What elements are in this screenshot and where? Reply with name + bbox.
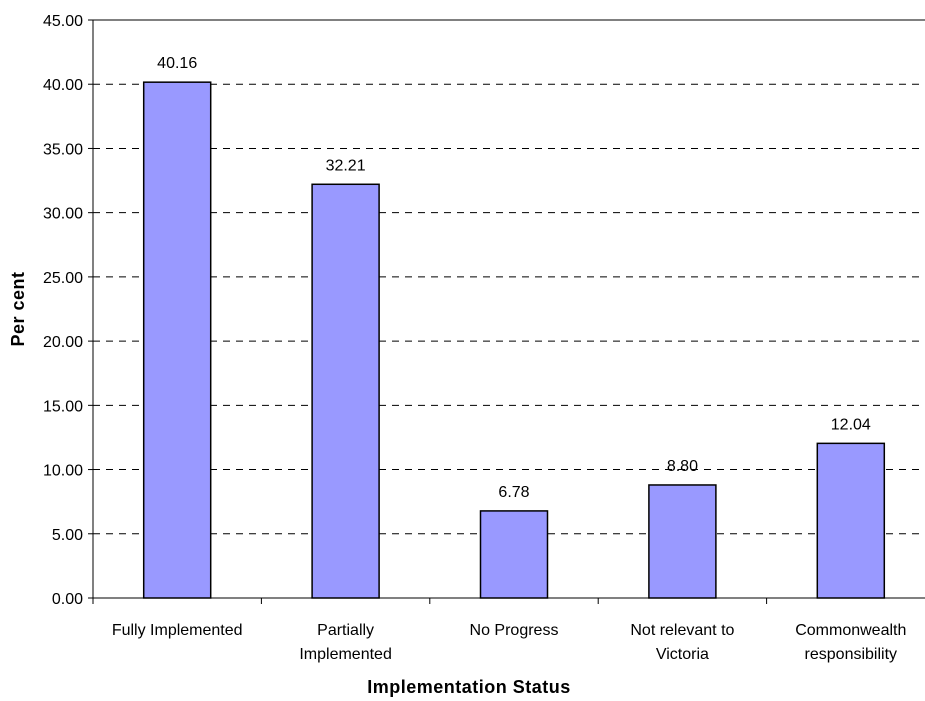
x-category-label: Implemented [299,646,392,663]
bar [816,442,886,599]
y-tick-label: 20.00 [43,334,83,351]
x-category-labels: Fully Implemented Partially Implemented No … [112,622,907,663]
x-category-label: Fully Implemented [112,622,243,639]
x-category-label: Commonwealth [795,622,906,639]
y-tick-label: 0.00 [52,591,83,608]
y-tick-label: 15.00 [43,398,83,415]
y-axis-title: Per cent [8,271,28,346]
x-category-label: Not relevant to [630,622,734,639]
bar [648,484,717,599]
y-tick-label: 10.00 [43,463,83,480]
bar [479,510,549,599]
y-tick-label: 5.00 [52,527,83,544]
data-labels: 40.16 32.21 6.78 8.80 12.04 [157,55,871,501]
x-axis-title: Implementation Status [367,677,571,697]
y-tick-label: 25.00 [43,270,83,287]
x-category-label: Victoria [656,646,709,663]
y-tick-labels: 0.00 5.00 10.00 15.00 20.00 25.00 30.00 35.00 40… [43,13,83,608]
gridlines [93,19,925,535]
y-tick-label: 45.00 [43,13,83,30]
y-tick-label: 35.00 [43,141,83,158]
x-category-label: responsibility [805,646,897,663]
data-label: 12.04 [831,416,871,433]
bars [142,81,886,599]
data-label: 8.80 [667,458,698,475]
x-category-label: No Progress [470,622,559,639]
y-tick-label: 40.00 [43,77,83,94]
axes [88,19,925,604]
x-category-label: Partially [317,622,374,639]
bar [311,183,380,599]
bar [142,81,212,599]
y-tick-label: 30.00 [43,206,83,223]
data-label: 32.21 [326,157,366,174]
data-label: 40.16 [157,55,197,72]
data-label: 6.78 [498,484,529,501]
